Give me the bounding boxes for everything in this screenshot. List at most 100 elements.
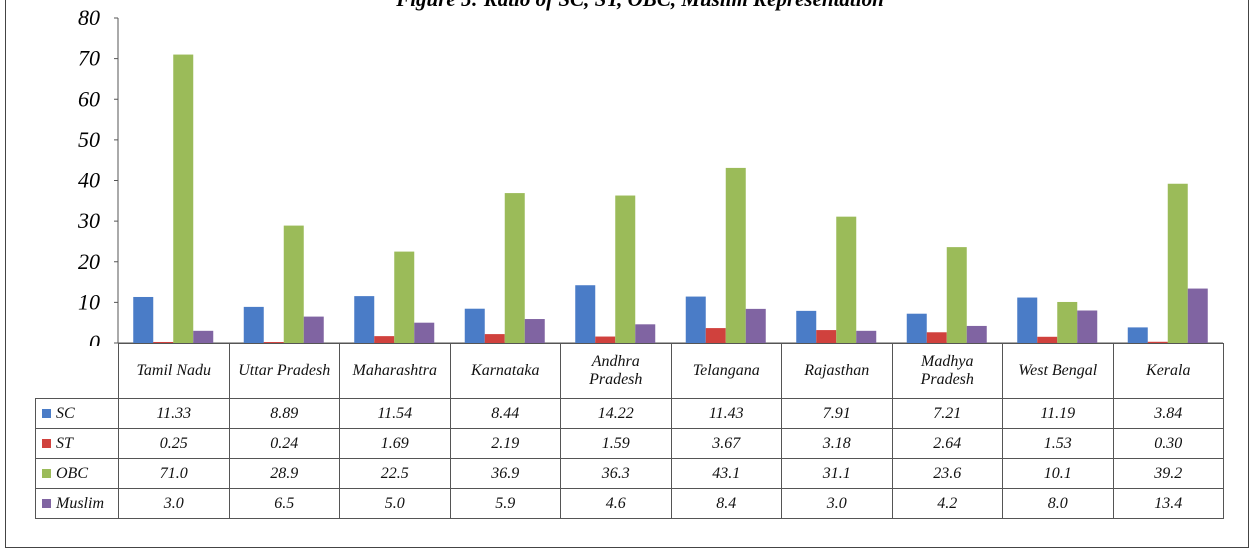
bar bbox=[926, 332, 947, 343]
table-corner bbox=[35, 343, 119, 399]
table-header-cell: West Bengal bbox=[1002, 343, 1114, 399]
bar bbox=[1057, 301, 1078, 343]
bar bbox=[635, 324, 656, 343]
y-tick-label: 0 bbox=[89, 330, 100, 346]
bar bbox=[283, 225, 304, 343]
table-value: 28.9 bbox=[228, 458, 340, 489]
table-value: 11.33 bbox=[118, 398, 230, 429]
table-value: 71.0 bbox=[118, 458, 230, 489]
bar bbox=[1017, 297, 1038, 343]
table-value: 3.0 bbox=[118, 488, 230, 519]
y-tick-label: 50 bbox=[78, 127, 100, 152]
table-value: 11.43 bbox=[670, 398, 782, 429]
category-label: Tamil Nadu bbox=[136, 362, 212, 379]
bar bbox=[484, 334, 505, 343]
category-label: Andhra Pradesh bbox=[589, 353, 643, 388]
bar bbox=[263, 342, 284, 343]
bar bbox=[796, 310, 817, 343]
bar bbox=[725, 167, 746, 343]
legend-label: OBC bbox=[56, 464, 88, 482]
legend-label: SC bbox=[56, 404, 75, 422]
bar bbox=[615, 195, 636, 343]
bar bbox=[243, 306, 264, 343]
bar bbox=[705, 328, 726, 343]
bar bbox=[193, 330, 214, 343]
table-value: 0.30 bbox=[1112, 428, 1224, 459]
table-value: 23.6 bbox=[891, 458, 1003, 489]
bar bbox=[816, 330, 837, 343]
table-value: 3.84 bbox=[1112, 398, 1224, 429]
table-header-cell: Madhya Pradesh bbox=[891, 343, 1003, 399]
category-label: West Bengal bbox=[1018, 362, 1098, 379]
y-tick-label: 20 bbox=[78, 249, 100, 274]
legend-cell: Muslim bbox=[35, 488, 119, 519]
table-row: ST 0.25 0.24 1.69 2.19 1.59 3.67 3.18 2.64 1.53 0.… bbox=[35, 428, 1224, 459]
table-header-cell: Kerala bbox=[1112, 343, 1224, 399]
legend-swatch bbox=[42, 498, 51, 508]
table-value: 36.3 bbox=[560, 458, 672, 489]
legend-cell: ST bbox=[35, 428, 119, 459]
legend-swatch bbox=[42, 438, 51, 448]
table-value: 5.9 bbox=[449, 488, 561, 519]
bar bbox=[1077, 310, 1098, 343]
chart-title: Figure 5: Ratio of SC, ST, OBC, Muslim R… bbox=[395, 0, 884, 11]
table-value: 8.44 bbox=[449, 398, 561, 429]
category-label: Madhya Pradesh bbox=[920, 353, 974, 388]
bar bbox=[414, 322, 435, 343]
bar bbox=[966, 325, 987, 343]
frame bbox=[5, 0, 1249, 548]
table-row: SC 11.33 8.89 11.54 8.44 14.22 11.43 7.91 7.21 11… bbox=[35, 398, 1224, 429]
bar bbox=[173, 54, 194, 343]
bar bbox=[595, 336, 616, 343]
bar bbox=[1127, 327, 1148, 343]
y-tick-label: 80 bbox=[78, 5, 100, 30]
y-tick-label: 70 bbox=[78, 46, 100, 71]
bar bbox=[394, 251, 415, 343]
table-value: 6.5 bbox=[228, 488, 340, 519]
category-label: Uttar Pradesh bbox=[238, 362, 331, 379]
table-value: 1.59 bbox=[560, 428, 672, 459]
category-label: Maharashtra bbox=[352, 362, 437, 379]
category-label: Kerala bbox=[1146, 362, 1191, 379]
table-value: 8.4 bbox=[670, 488, 782, 519]
table-value: 3.18 bbox=[781, 428, 893, 459]
bar bbox=[946, 247, 967, 343]
legend-swatch bbox=[42, 468, 51, 478]
bar bbox=[303, 316, 324, 343]
table-header-cell: Tamil Nadu bbox=[118, 343, 230, 399]
bar bbox=[354, 296, 375, 343]
legend-label: Muslim bbox=[56, 494, 104, 512]
bar bbox=[856, 330, 877, 343]
table-value: 8.0 bbox=[1002, 488, 1114, 519]
table-value: 43.1 bbox=[670, 458, 782, 489]
legend-cell: SC bbox=[35, 398, 119, 429]
bar bbox=[1037, 336, 1058, 343]
y-tick-label: 30 bbox=[77, 208, 100, 233]
bar bbox=[464, 308, 485, 343]
table-value: 4.6 bbox=[560, 488, 672, 519]
table-value: 7.91 bbox=[781, 398, 893, 429]
bar bbox=[906, 313, 927, 343]
table-value: 1.53 bbox=[1002, 428, 1114, 459]
table-value: 11.19 bbox=[1002, 398, 1114, 429]
y-tick-label: 40 bbox=[78, 168, 100, 193]
table-value: 10.1 bbox=[1002, 458, 1114, 489]
bar bbox=[1147, 341, 1168, 343]
table-value: 8.89 bbox=[228, 398, 340, 429]
table-value: 2.19 bbox=[449, 428, 561, 459]
table-value: 7.21 bbox=[891, 398, 1003, 429]
table-value: 0.24 bbox=[228, 428, 340, 459]
table-value: 14.22 bbox=[560, 398, 672, 429]
bar bbox=[745, 308, 766, 343]
legend-label: ST bbox=[56, 434, 73, 452]
category-label: Karnataka bbox=[471, 362, 540, 379]
bar bbox=[524, 319, 545, 343]
table-value: 2.64 bbox=[891, 428, 1003, 459]
chart: Figure 5: Ratio of SC, ST, OBC, Muslim R… bbox=[77, 0, 1223, 346]
bar bbox=[374, 336, 395, 343]
table-header-cell: Andhra Pradesh bbox=[560, 343, 672, 399]
table-header-cell: Uttar Pradesh bbox=[228, 343, 340, 399]
table-value: 1.69 bbox=[339, 428, 451, 459]
bar bbox=[153, 341, 174, 343]
